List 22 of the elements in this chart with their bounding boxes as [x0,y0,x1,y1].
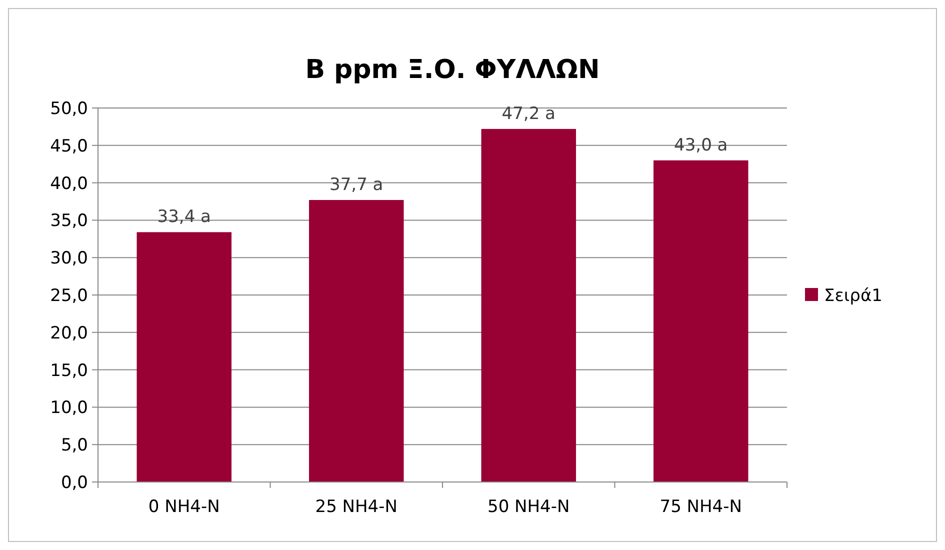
y-tick-label: 35,0 [50,211,88,232]
y-tick-label: 15,0 [50,360,88,381]
bar [309,200,404,482]
chart-title: B ppm Ξ.Ο. ΦΥΛΛΩΝ [305,55,600,85]
bar [654,160,748,482]
data-label: 47,2 a [502,104,556,124]
y-tick-label: 45,0 [50,136,88,156]
x-tick-label: 0 NH4-N [148,497,220,517]
y-tick-label: 40,0 [50,174,88,194]
bar [481,128,576,482]
y-tick-label: 50,0 [50,98,88,119]
x-tick-label: 75 NH4-N [660,497,742,517]
y-tick-label: 10,0 [50,398,88,418]
legend-label: Σειρά1 [824,286,882,306]
y-tick-label: 5,0 [60,436,88,456]
y-tick-label: 20,0 [50,323,88,344]
y-tick-label: 30,0 [50,248,88,269]
x-tick-label: 25 NH4-N [315,497,398,517]
y-tick-label: 25,0 [50,286,88,306]
x-tick-label: 50 NH4-N [488,497,570,517]
bar [136,232,232,482]
y-tick-label: 0,0 [60,472,88,493]
